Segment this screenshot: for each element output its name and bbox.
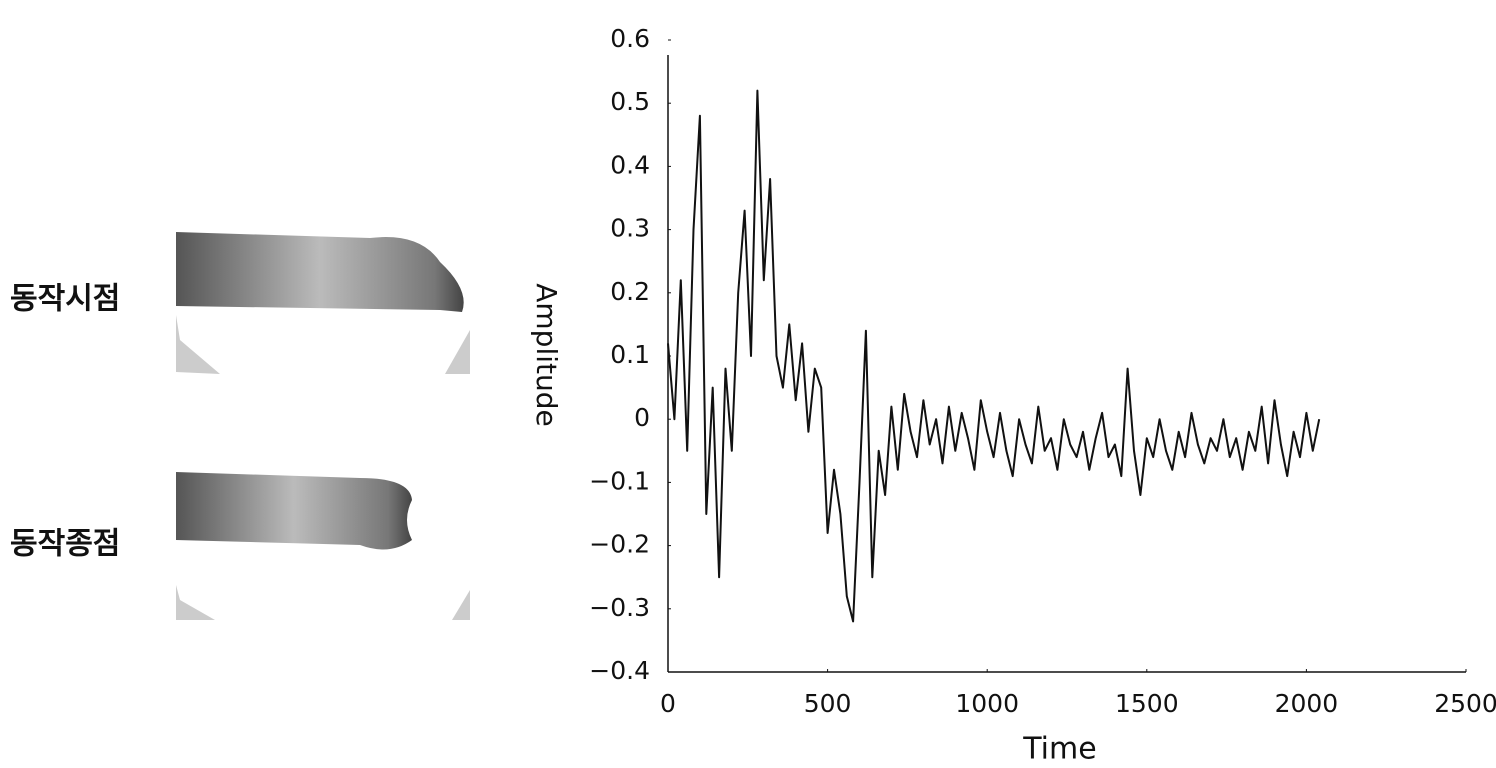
image-shadow (176, 315, 470, 374)
hand-image (176, 232, 464, 312)
y-tick-label: −0.1 (589, 466, 650, 495)
x-tick-label: 1000 (955, 689, 1019, 718)
y-tick-label: 0.2 (610, 277, 650, 306)
y-axis-label: Amplitude (530, 283, 563, 427)
x-tick-label: 1500 (1115, 689, 1179, 718)
x-tick-label: 2500 (1434, 689, 1496, 718)
image-shadow (176, 585, 470, 620)
y-tick-label: 0.4 (610, 150, 650, 179)
x-tick-label: 500 (804, 689, 852, 718)
y-tick-label: −0.4 (589, 656, 650, 685)
panel-label: 동작종점 (10, 527, 120, 562)
x-tick-label: 0 (660, 689, 676, 718)
y-tick-label: 0.1 (610, 340, 650, 369)
y-tick-label: −0.3 (589, 593, 650, 622)
y-tick-label: 0 (634, 403, 650, 432)
y-tick-label: 0.5 (610, 87, 650, 116)
x-axis-label: Time (1022, 732, 1096, 767)
y-tick-label: 0.3 (610, 214, 650, 243)
y-tick-label: 0.6 (610, 24, 650, 53)
hand-image (176, 472, 412, 550)
signal-line (667, 89, 1321, 623)
y-tick-label: −0.2 (589, 530, 650, 559)
x-tick-label: 2000 (1275, 689, 1339, 718)
panel-label: 동작시점 (10, 282, 120, 317)
